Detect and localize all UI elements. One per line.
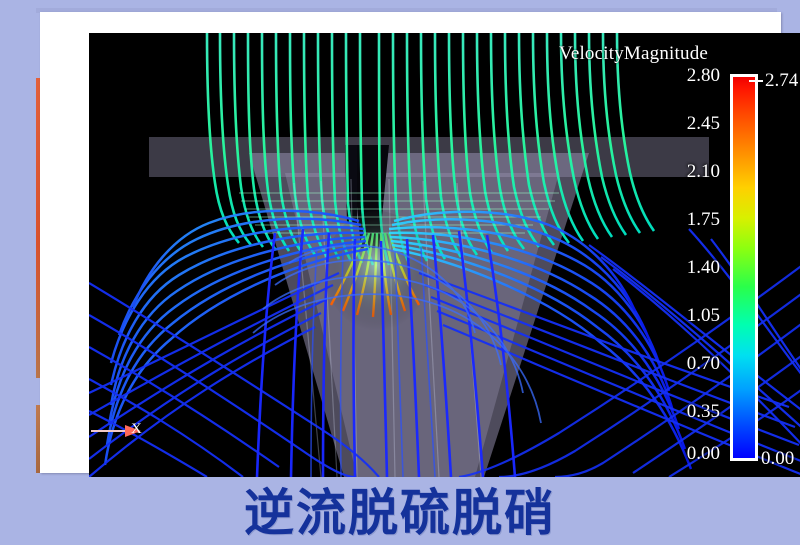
axis-indicator-svg: [91, 425, 141, 437]
render-view[interactable]: VelocityMagnitude 2.74 0.00 2.80 2.45 2.…: [89, 33, 800, 477]
cfd-streamline-render: [89, 33, 800, 477]
window-left-accent-strip-lower: [36, 405, 41, 473]
figure-caption: 逆流脱硫脱硝: [244, 484, 556, 542]
window-top-shadow: [36, 8, 777, 13]
viewer-frame: VelocityMagnitude 2.74 0.00 2.80 2.45 2.…: [40, 12, 800, 477]
window-left-accent-strip: [36, 78, 41, 378]
